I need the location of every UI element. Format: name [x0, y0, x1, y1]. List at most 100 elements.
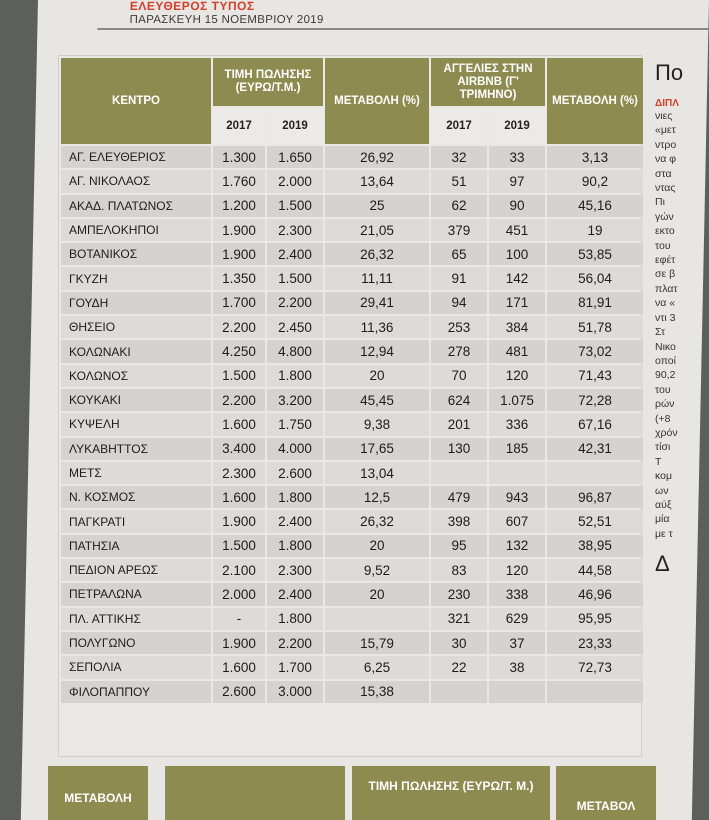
price-2019-cell: 2.300: [267, 559, 324, 582]
data-table: ΚΕΝΤΡΟ ΤΙΜΗ ΠΩΛΗΣΗΣ (ΕΥΡΩ/Τ.Μ.) ΜΕΤΑΒΟΛΗ…: [59, 56, 645, 705]
center-name-cell: ΜΕΤΣ: [61, 461, 211, 485]
issue-date: ΠΑΡΑΣΚΕΥΗ 15 ΝΟΕΜΒΡΙΟΥ 2019: [129, 14, 324, 26]
price-change-cell: 9,38: [325, 413, 430, 436]
center-name-cell: ΑΓ. ΕΛΕΥΘΕΡΙΟΣ: [61, 146, 211, 169]
price-2019-cell: 1.650: [267, 146, 324, 169]
center-name-cell: ΑΚΑΔ. ΠΛΑΤΩΝΟΣ: [61, 194, 211, 217]
article-text-fragment: να «: [655, 297, 676, 310]
airbnb-2017-cell: 30: [431, 631, 488, 655]
table-row: ΦΙΛΟΠΑΠΠΟΥ 2.600 3.000 15,38: [61, 680, 644, 703]
table-row: ΓΟΥΔΗ 1.700 2.200 29,41 94 171 81,91: [61, 291, 644, 315]
price-2019-cell: 2.450: [267, 316, 324, 339]
airbnb-change-cell: 56,04: [547, 267, 644, 290]
price-change-cell: 26,92: [325, 146, 430, 169]
price-2017-cell: 1.900: [213, 218, 265, 242]
airbnb-2017-cell: 278: [431, 340, 488, 363]
airbnb-2017-cell: 65: [431, 243, 488, 266]
airbnb-2017-cell: 230: [431, 583, 488, 606]
airbnb-2019-cell: 132: [489, 534, 546, 558]
price-2017-cell: 1.300: [213, 146, 265, 169]
airbnb-2017-cell: 201: [431, 413, 488, 436]
airbnb-2017-cell: 91: [431, 267, 488, 290]
center-name-cell: ΠΛ. ΑΤΤΙΚΗΣ: [61, 607, 211, 630]
adjacent-article-column: Πο ΔΙΠΛ νιες «μετ ντρο να φ στα ντας Πι γών εκτο…: [655, 60, 709, 760]
article-heading-fragment: Δ: [655, 551, 670, 577]
airbnb-change-cell: 19: [547, 218, 644, 242]
price-2017-cell: -: [213, 607, 265, 630]
price-change-cell: 15,38: [325, 680, 430, 703]
airbnb-2019-cell: 451: [489, 218, 546, 242]
table-row: ΚΟΥΚΑΚΙ 2.200 3.200 45,45 624 1.075 72,28: [61, 388, 644, 412]
center-name-cell: ΠΕΔΙΟΝ ΑΡΕΩΣ: [61, 559, 211, 582]
price-2019-cell: 4.800: [267, 340, 324, 363]
article-title-fragment: Πο: [655, 60, 684, 85]
article-text-fragment: αύξ: [655, 498, 672, 511]
airbnb-change-cell: 72,73: [547, 656, 644, 679]
article-text-fragment: σε β: [655, 268, 676, 281]
center-name-cell: ΓΚΥΖΗ: [61, 267, 211, 290]
price-2019-cell: 2.600: [267, 461, 324, 485]
price-2019-cell: 2.000: [267, 170, 324, 193]
price-change-cell: 25: [325, 194, 430, 217]
article-text-fragment: (+8: [655, 412, 671, 425]
airbnb-change-cell: 90,2: [547, 170, 644, 193]
price-2019-cell: 2.400: [267, 510, 324, 533]
article-text-fragment: ων: [655, 484, 669, 497]
airbnb-2017-cell: 95: [431, 534, 488, 558]
price-change-cell: 20: [325, 583, 430, 606]
next-table-header-row: ΜΕΤΑΒΟΛΗ ΤΙΜΗ ΠΩΛΗΣΗΣ (ΕΥΡΩ/Τ. Μ.) ΜΕΤΑΒ…: [0, 752, 709, 820]
price-2017-cell: 1.600: [213, 413, 265, 436]
airbnb-2017-cell: 22: [431, 656, 488, 679]
airbnb-2019-cell: 120: [489, 559, 546, 582]
center-name-cell: ΑΜΠΕΛΟΚΗΠΟΙ: [61, 218, 211, 242]
price-change-cell: 17,65: [325, 437, 430, 460]
airbnb-change-cell: 53,85: [547, 243, 644, 266]
airbnb-2017-cell: 130: [431, 437, 488, 460]
price-2017-cell: 1.760: [213, 170, 265, 193]
paper-name: ΕΛΕΥΘΕΡΟΣ ΤΥΠΟΣ: [129, 0, 255, 13]
airbnb-2019-cell: 1.075: [489, 388, 546, 412]
next-header-change-right: ΜΕΤΑΒΟΛ: [556, 766, 656, 820]
article-text-fragment: του: [655, 383, 671, 396]
table-row: ΘΗΣΕΙΟ 2.200 2.450 11,36 253 384 51,78: [61, 316, 644, 339]
airbnb-2017-cell: 70: [431, 364, 488, 387]
airbnb-change-cell: 44,58: [547, 559, 644, 582]
airbnb-2019-cell: 38: [489, 656, 546, 679]
airbnb-2017-cell: 321: [431, 607, 488, 630]
airbnb-change-cell: 95,95: [547, 607, 644, 630]
center-name-cell: ΓΟΥΔΗ: [61, 291, 211, 315]
price-2019-cell: 3.200: [267, 388, 324, 412]
header-price-2017: 2017: [213, 108, 265, 144]
price-change-cell: 20: [325, 534, 430, 558]
price-2017-cell: 2.200: [213, 316, 265, 339]
price-change-cell: 12,94: [325, 340, 430, 363]
airbnb-2019-cell: 629: [489, 607, 546, 630]
article-text-fragment: ρών: [655, 398, 675, 411]
airbnb-change-cell: 45,16: [547, 194, 644, 217]
price-change-cell: 20: [325, 364, 430, 387]
price-2019-cell: 2.400: [267, 583, 324, 606]
article-text-fragment: ντας: [655, 182, 676, 195]
price-2017-cell: 1.500: [213, 364, 265, 387]
center-name-cell: ΠΑΤΗΣΙΑ: [61, 534, 211, 558]
airbnb-2019-cell: 171: [489, 291, 546, 315]
table-row: ΚΥΨΕΛΗ 1.600 1.750 9,38 201 336 67,16: [61, 413, 644, 436]
table-row: ΣΕΠΟΛΙΑ 1.600 1.700 6,25 22 38 72,73: [61, 656, 644, 679]
article-text-fragment: χρόν: [655, 426, 678, 439]
airbnb-change-cell: [547, 680, 644, 703]
article-text-fragment: να φ: [655, 153, 677, 166]
header-airbnb-2019: 2019: [489, 108, 546, 144]
airbnb-change-cell: 81,91: [547, 291, 644, 315]
article-text-fragment: τίσι: [655, 441, 671, 454]
article-text-fragment: γών: [655, 210, 674, 223]
article-text-fragment: μία: [655, 513, 670, 526]
real-estate-table: ΚΕΝΤΡΟ ΤΙΜΗ ΠΩΛΗΣΗΣ (ΕΥΡΩ/Τ.Μ.) ΜΕΤΑΒΟΛΗ…: [58, 55, 645, 757]
price-2019-cell: 4.000: [267, 437, 324, 460]
center-name-cell: ΘΗΣΕΙΟ: [61, 316, 211, 339]
price-change-cell: 15,79: [325, 631, 430, 655]
price-change-cell: 13,04: [325, 461, 430, 485]
price-2017-cell: 1.600: [213, 656, 265, 679]
airbnb-change-cell: 71,43: [547, 364, 644, 387]
airbnb-2019-cell: 90: [489, 194, 546, 217]
price-2019-cell: 1.700: [267, 656, 324, 679]
